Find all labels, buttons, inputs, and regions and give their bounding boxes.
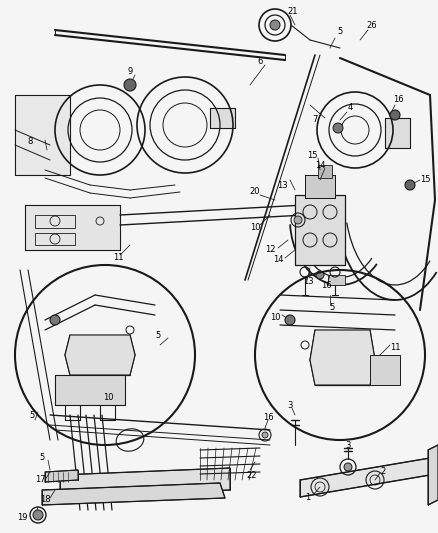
Polygon shape [428, 445, 438, 505]
Text: 5: 5 [337, 28, 343, 36]
Text: 6: 6 [257, 58, 263, 67]
Polygon shape [15, 95, 70, 175]
Text: 15: 15 [307, 150, 317, 159]
Text: 8: 8 [27, 138, 33, 147]
Polygon shape [300, 458, 430, 497]
Text: 20: 20 [250, 188, 260, 197]
Text: 26: 26 [367, 20, 377, 29]
Polygon shape [310, 330, 375, 385]
Text: 10: 10 [250, 223, 260, 232]
Polygon shape [210, 108, 235, 128]
Text: 3: 3 [287, 400, 293, 409]
Text: 10: 10 [270, 313, 280, 322]
Circle shape [316, 271, 324, 279]
Circle shape [333, 123, 343, 133]
Polygon shape [25, 205, 120, 250]
Polygon shape [328, 275, 345, 285]
Text: 4: 4 [347, 103, 353, 112]
Circle shape [262, 432, 268, 438]
Text: 10: 10 [103, 393, 113, 402]
Circle shape [344, 463, 352, 471]
Text: 18: 18 [40, 496, 50, 505]
Polygon shape [318, 165, 332, 178]
Polygon shape [370, 355, 400, 385]
Circle shape [390, 110, 400, 120]
Text: 7: 7 [312, 116, 318, 125]
Polygon shape [385, 118, 410, 148]
Text: 9: 9 [127, 68, 133, 77]
Circle shape [50, 315, 60, 325]
Text: 12: 12 [265, 246, 275, 254]
Circle shape [124, 79, 136, 91]
Text: 19: 19 [17, 513, 27, 522]
Polygon shape [60, 468, 230, 497]
Text: 2: 2 [380, 467, 385, 477]
Text: 21: 21 [288, 7, 298, 17]
Text: 1: 1 [305, 494, 311, 503]
Text: 5: 5 [155, 330, 161, 340]
Polygon shape [42, 483, 225, 505]
Circle shape [294, 216, 302, 224]
Text: 5: 5 [39, 454, 45, 463]
Text: 14: 14 [315, 160, 325, 169]
Circle shape [33, 510, 43, 520]
Polygon shape [305, 175, 335, 198]
Polygon shape [45, 470, 78, 482]
Text: 5: 5 [29, 410, 35, 419]
Text: 15: 15 [420, 175, 430, 184]
Text: 5: 5 [329, 303, 335, 312]
Text: 3: 3 [345, 440, 351, 449]
Polygon shape [55, 375, 125, 405]
Text: 16: 16 [263, 414, 273, 423]
Text: 17: 17 [35, 475, 45, 484]
Text: 22: 22 [247, 471, 257, 480]
Text: 13: 13 [303, 278, 313, 287]
Polygon shape [65, 335, 135, 375]
Circle shape [285, 315, 295, 325]
Text: 13: 13 [277, 181, 287, 190]
Circle shape [405, 180, 415, 190]
Text: 11: 11 [390, 343, 400, 352]
Text: 16: 16 [393, 95, 403, 104]
Text: 14: 14 [273, 255, 283, 264]
Text: 11: 11 [113, 254, 123, 262]
Circle shape [270, 20, 280, 30]
Text: 16: 16 [321, 280, 331, 289]
Polygon shape [295, 195, 345, 265]
